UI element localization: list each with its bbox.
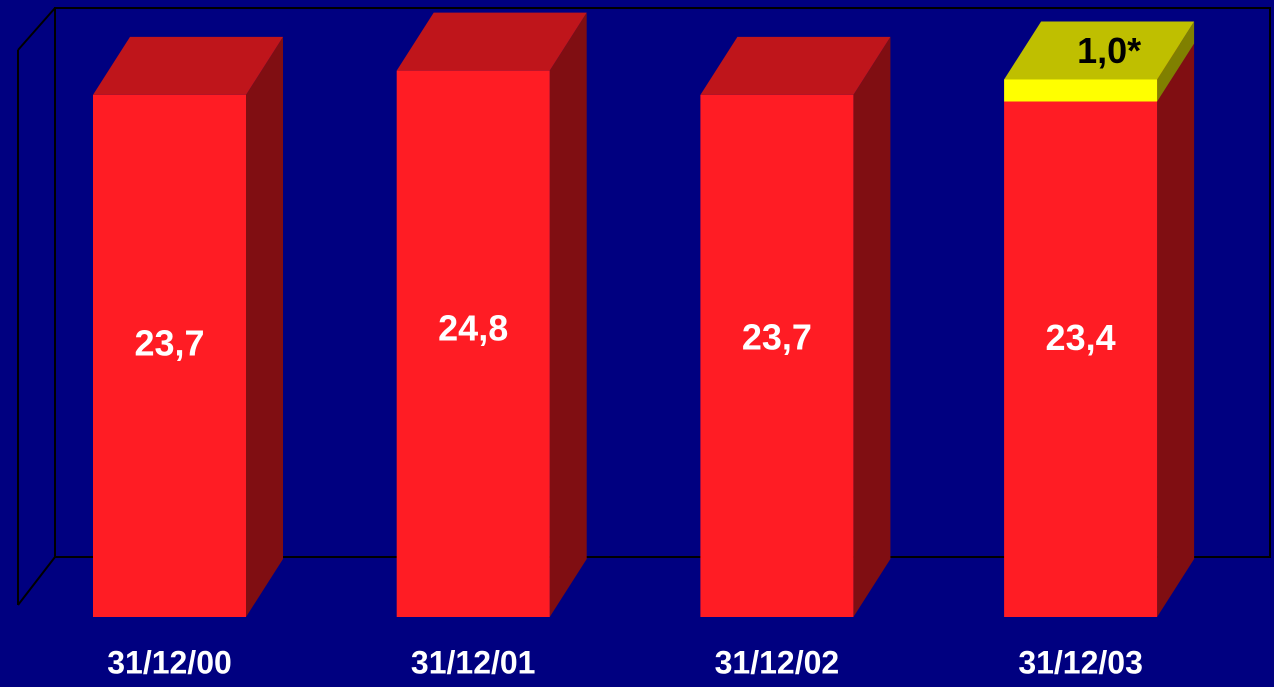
value-label: 23,7 <box>134 322 204 363</box>
bar <box>93 94 246 618</box>
bar-top <box>700 36 891 95</box>
bar-side <box>1157 43 1195 618</box>
bar <box>1004 101 1158 618</box>
x-tick-label: 31/12/03 <box>1018 644 1143 680</box>
floor-edge <box>17 556 56 606</box>
bar <box>396 70 550 617</box>
bar <box>1004 79 1158 102</box>
frame <box>17 7 1271 606</box>
bar-top <box>93 36 283 95</box>
value-label: 23,4 <box>1046 317 1116 358</box>
bar <box>700 94 854 618</box>
bar-side <box>853 36 891 618</box>
bar-top <box>1004 21 1195 80</box>
back-wall <box>54 7 1271 558</box>
value-label: 23,7 <box>742 316 812 357</box>
x-tick-label: 31/12/01 <box>411 644 536 680</box>
x-tick-label: 31/12/00 <box>107 644 232 680</box>
bar-side <box>246 36 283 618</box>
value-label: 24,8 <box>438 307 508 348</box>
bar-top <box>396 12 587 71</box>
value-label: 1,0* <box>1077 30 1141 71</box>
x-tick-label: 31/12/02 <box>715 644 840 680</box>
bar-side <box>549 12 587 617</box>
wall-edge <box>17 7 56 51</box>
bar-side <box>1157 21 1195 102</box>
